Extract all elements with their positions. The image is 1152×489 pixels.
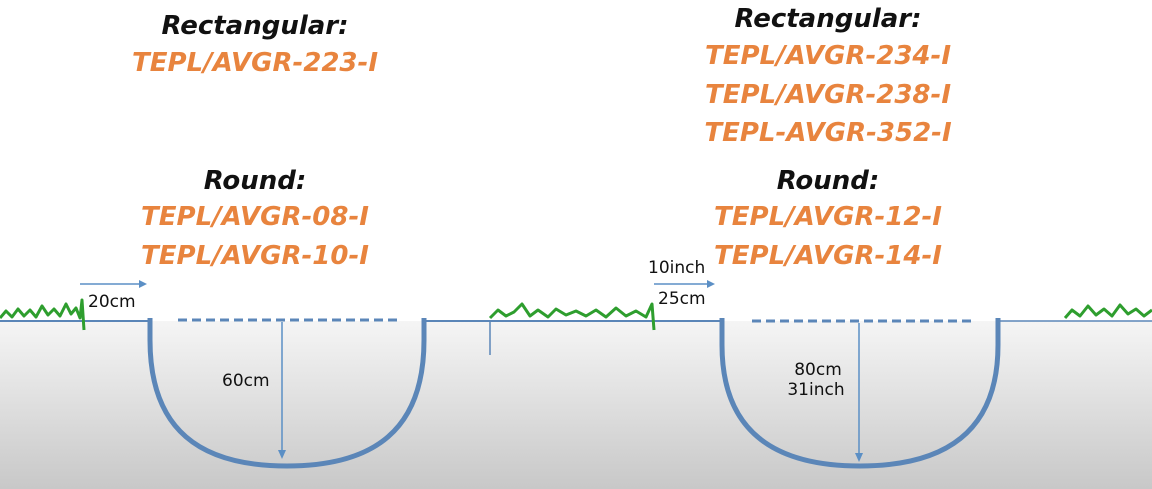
- left-rectangular-heading: Rectangular:: [161, 11, 349, 41]
- right-round-trench: [719, 318, 1001, 469]
- right-round-code-2: TEPL/AVGR-14-I: [714, 241, 942, 271]
- right-offset-label-cm: 25cm: [658, 289, 706, 309]
- left-rectangular-code-1: TEPL/AVGR-223-I: [132, 48, 378, 78]
- right-rectangular-heading: Rectangular:: [734, 4, 922, 34]
- left-round-code-1: TEPL/AVGR-08-I: [141, 202, 369, 232]
- left-offset-arrowhead: [139, 280, 147, 288]
- ground-area: [0, 321, 1152, 489]
- grass-middle: [488, 302, 656, 331]
- right-rectangular-code-3: TEPL-AVGR-352-I: [704, 118, 952, 148]
- left-depth-arrowhead: [278, 450, 286, 459]
- left-round-code-2: TEPL/AVGR-10-I: [141, 241, 369, 271]
- grass-right: [1063, 303, 1152, 319]
- right-depth-label-cm: 80cm: [794, 360, 842, 380]
- left-depth-label: 60cm: [222, 371, 270, 391]
- right-offset-label-inch: 10inch: [648, 258, 706, 278]
- right-round-heading: Round:: [776, 166, 880, 196]
- right-round-code-1: TEPL/AVGR-12-I: [714, 202, 942, 232]
- right-rectangular-code-2: TEPL/AVGR-238-I: [705, 80, 951, 110]
- left-offset-label: 20cm: [88, 292, 136, 312]
- right-depth-label-inch: 31inch: [787, 380, 845, 400]
- left-round-heading: Round:: [203, 166, 307, 196]
- right-offset-arrowhead: [707, 280, 715, 288]
- right-rectangular-code-1: TEPL/AVGR-234-I: [705, 41, 951, 71]
- right-depth-arrowhead: [855, 453, 863, 462]
- left-round-trench: [147, 318, 427, 469]
- grass-left: [0, 298, 86, 331]
